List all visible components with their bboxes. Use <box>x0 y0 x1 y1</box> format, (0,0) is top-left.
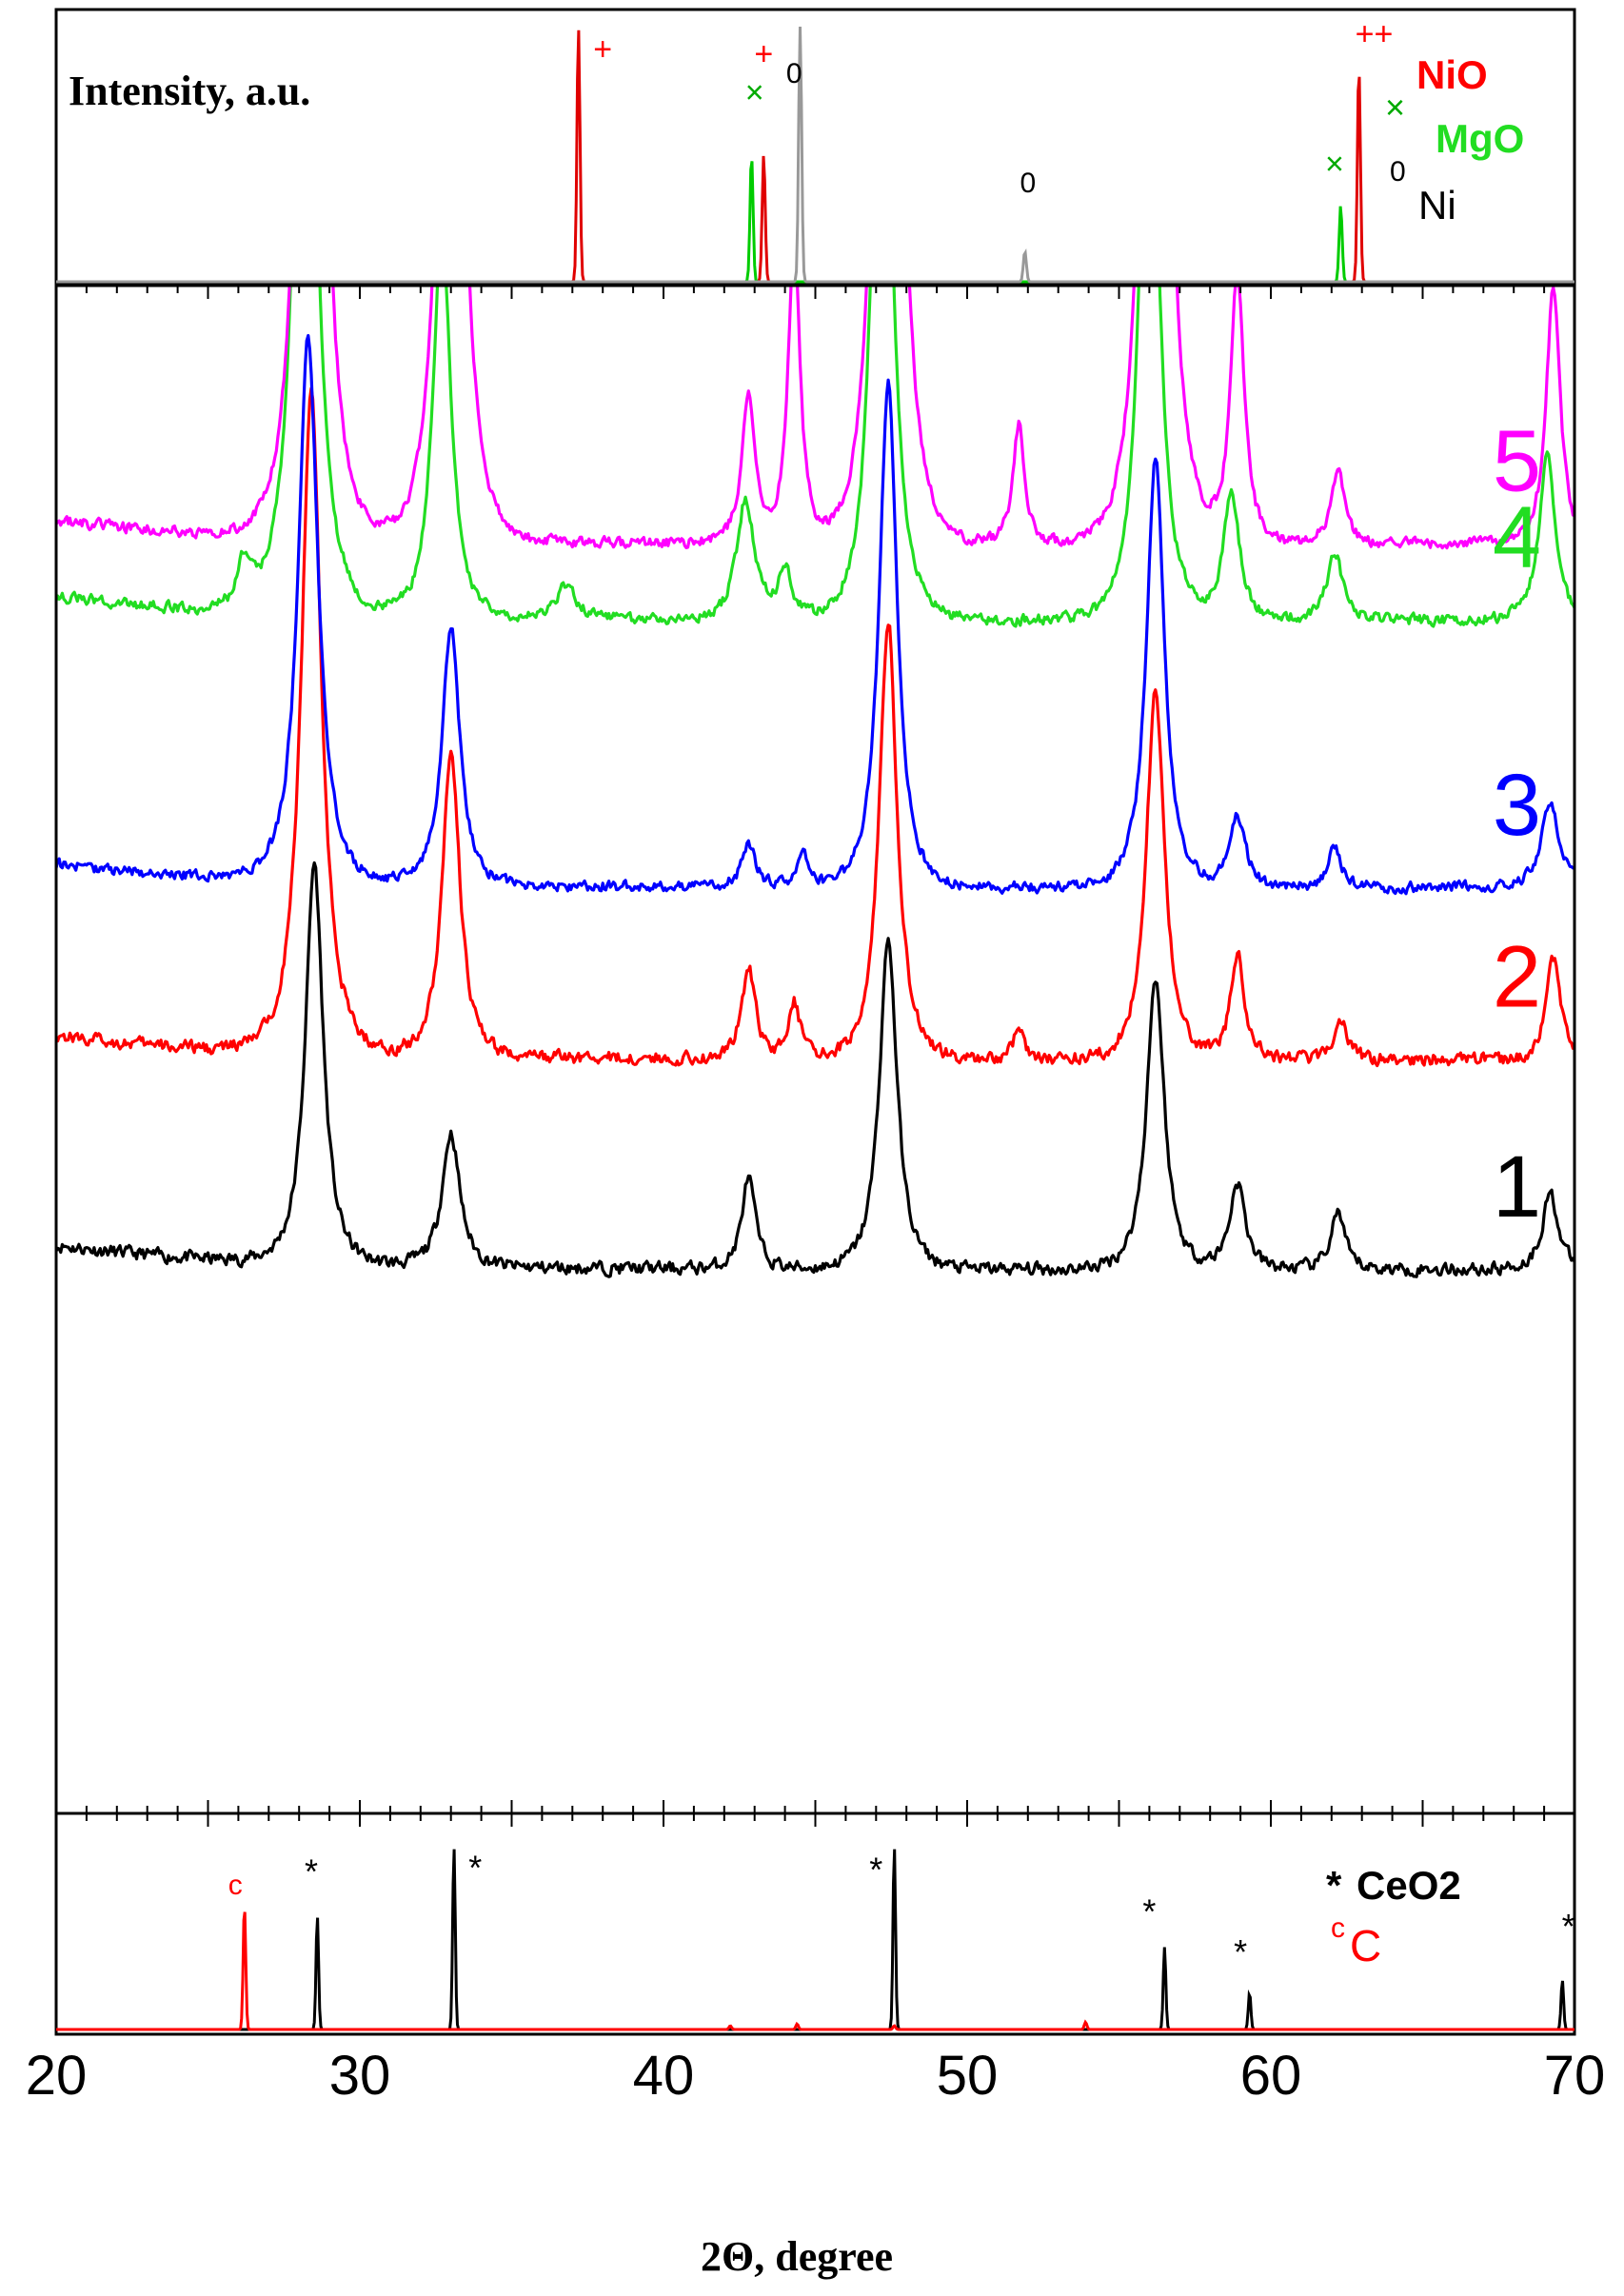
series-1-label: 1 <box>1493 1138 1541 1236</box>
series-4-label: 4 <box>1493 489 1541 586</box>
top-marker-4: 0 <box>1020 168 1036 199</box>
y-axis-label: Intensity, a.u. <box>69 68 310 114</box>
x-tick-label-50: 50 <box>937 2045 999 2107</box>
top-marker-0: + <box>593 31 612 68</box>
bottom-marker-1: * <box>305 1851 318 1890</box>
bottom-marker-3: * <box>869 1850 882 1889</box>
bottom-marker-4: * <box>1142 1892 1156 1931</box>
top-marker-6: ++ <box>1356 16 1394 52</box>
series-3-label: 3 <box>1493 757 1541 854</box>
legend-nio-label: NiO <box>1416 52 1488 97</box>
top-marker-5: × <box>1325 146 1344 182</box>
legend-ni-label: Ni <box>1418 183 1456 228</box>
legend-mgo-label: MgO <box>1436 116 1524 161</box>
bottom-marker-2: * <box>468 1849 482 1888</box>
top-phase-markers: + +×00×++ <box>593 16 1393 199</box>
bottom-marker-0: c <box>228 1870 243 1901</box>
series-number-labels: 1 2 3 45 <box>1493 413 1541 1236</box>
x-tick-label-30: 30 <box>329 2045 391 2107</box>
top-legend: NiO × MgO 0 Ni <box>1385 52 1524 228</box>
bottom-phase-markers: c * * * * * * <box>228 1849 1575 1971</box>
bottom-reference-peaks <box>56 1849 1574 2031</box>
legend-c-label: C <box>1350 1921 1381 1970</box>
series-5-line <box>56 286 1574 550</box>
top-marker-1: + <box>754 36 773 72</box>
reference-panel-top: + +×00×++ Intensity, a.u. NiO × MgO 0 Ni <box>54 8 1576 287</box>
x-axis-label: 2Θ, degree <box>701 2233 893 2280</box>
bottom-tick-marks <box>55 1813 1575 1827</box>
series-5-label: 5 <box>1493 413 1541 510</box>
series-4-line <box>56 286 1574 628</box>
x-tick-label-20: 20 <box>26 2045 88 2107</box>
bottom-marker-6: * <box>1562 1907 1575 1946</box>
legend-ceo2-symbol: * <box>1326 1863 1342 1908</box>
series-1-line <box>56 861 1574 1278</box>
top-marker-3: 0 <box>786 58 802 89</box>
legend-ceo2-label: CeO2 <box>1357 1863 1461 1908</box>
top-series-ni <box>56 26 1574 284</box>
top-marker-2: × <box>745 74 764 110</box>
sample-patterns <box>56 286 1574 1278</box>
series-2-label: 2 <box>1493 928 1541 1025</box>
legend-ni-symbol: 0 <box>1390 156 1406 188</box>
x-tick-label-40: 40 <box>633 2045 695 2107</box>
x-tick-label-70: 70 <box>1544 2045 1606 2107</box>
legend-c-symbol: c <box>1331 1912 1345 1944</box>
x-axis-tick-labels: 20 30 40 50 60 70 <box>26 2045 1606 2107</box>
bottom-series-c <box>56 1911 1574 2031</box>
bottom-legend: * CeO2 c C <box>1326 1863 1461 1970</box>
top-reference-peaks <box>56 26 1574 284</box>
series-3-line <box>56 333 1574 896</box>
legend-mgo-symbol: × <box>1385 88 1405 127</box>
reference-panel-bottom: c * * * * * * * CeO2 c C <box>54 1811 1576 2036</box>
series-2-line <box>56 386 1574 1068</box>
x-tick-label-60: 60 <box>1240 2045 1302 2107</box>
bottom-marker-5: * <box>1234 1932 1247 1971</box>
